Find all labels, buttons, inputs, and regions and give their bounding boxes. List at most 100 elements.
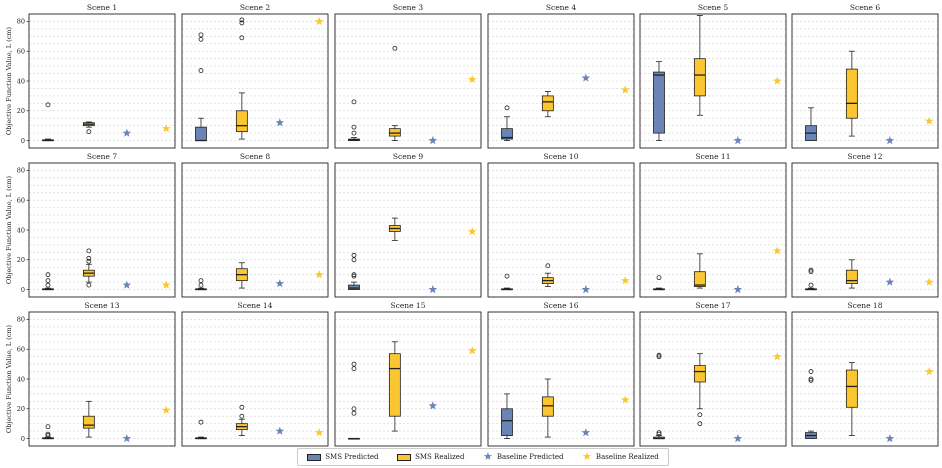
y-axis-label: Objective Function Value, L (cm) [5,175,13,284]
sms-realized-outlier [86,282,92,288]
y-tick-label: 60 [17,346,25,354]
plot-frame [639,311,787,447]
sms-predicted-outlier [808,282,814,288]
sms-predicted-outlier [808,267,814,273]
legend-label-baseline-predicted: Baseline Predicted [496,453,564,461]
sms-predicted-box [348,284,360,290]
sms-predicted-outlier [351,272,357,278]
panel-title: Scene 7 [87,152,117,161]
sms-predicted-box [501,128,513,140]
panel-title: Scene 18 [848,301,883,310]
plot-frame [487,311,635,447]
sms-realized-outlier [86,129,92,135]
sms-realized-box [845,269,858,285]
y-tick-label: 20 [17,256,25,264]
sms-predicted-outlier [198,278,204,284]
y-tick-label: 60 [17,48,25,56]
baseline-realized-star [161,280,171,289]
legend: SMS Predicted SMS Realized ★ Baseline Pr… [297,448,669,466]
plot-frame [487,13,635,149]
legend-label-sms-predicted: SMS Predicted [325,453,379,461]
sms-predicted-outlier [656,431,662,437]
sms-realized-outlier [239,35,245,41]
sms-predicted-outlier [351,410,357,416]
baseline-realized-star [314,16,324,26]
baseline-predicted-star [122,128,132,137]
baseline-predicted-star [885,136,895,145]
baseline-realized-star [314,428,324,437]
sms-predicted-outlier [198,282,204,288]
baseline-predicted-star [885,277,895,286]
sms-predicted-outlier [198,36,204,42]
sms-predicted-outlier [45,282,51,288]
baseline-realized-star [924,277,934,286]
plot-frame [334,162,482,298]
sms-realized-outlier [239,413,245,419]
panel-title: Scene 17 [696,301,731,310]
y-tick-label: 80 [17,316,25,324]
baseline-predicted-star [275,279,285,288]
sms-predicted-outlier [45,431,51,437]
sms-predicted-outlier [808,269,814,275]
sms-predicted-outlier [45,272,51,278]
sms-predicted-outlier [198,419,204,425]
sms-predicted-outlier [808,376,814,382]
sms-predicted-outlier [656,352,662,358]
sms-predicted-outlier [45,278,51,284]
sms-predicted-outlier [351,257,357,263]
plot-frame [639,13,787,149]
sms-realized-box [82,415,95,429]
baseline-realized-star [620,85,630,94]
sms-predicted-outlier [656,354,662,360]
sms-realized-outlier [239,17,245,23]
y-axis-label: Objective Function Value, L (cm) [5,324,13,433]
sms-predicted-outlier [808,369,814,374]
sms-predicted-outlier [45,433,51,438]
baseline-realized-star [620,276,630,285]
baseline-realized-star [467,226,477,236]
plot-frame [181,13,329,149]
baseline-realized-star [161,124,171,133]
sms-predicted-outlier [351,366,357,371]
baseline-predicted-star [733,285,743,294]
sms-predicted-outlier [198,68,204,73]
y-tick-label: 60 [17,197,25,205]
y-tick-label: 0 [21,137,25,145]
baseline-predicted-star [275,426,285,435]
baseline-realized-star [467,346,477,355]
baseline-predicted-star [122,434,132,443]
sms-predicted-outlier [45,102,51,108]
baseline-predicted-star [885,434,895,443]
baseline-predicted-star [733,136,743,145]
star-icon: ★ [582,450,592,463]
sms-realized-outlier [545,263,551,269]
sms-predicted-outlier [504,105,510,111]
plot-frame [791,13,939,149]
plot-frame [334,13,482,149]
sms-realized-outlier [697,421,703,427]
plot-frame [791,162,939,298]
panel-title: Scene 6 [850,3,880,12]
sms-realized-outlier [239,20,245,26]
legend-item-sms-predicted: SMS Predicted [307,453,379,461]
legend-item-baseline-predicted: ★ Baseline Predicted [482,450,564,463]
panel-title: Scene 11 [696,152,731,161]
legend-item-baseline-realized: ★ Baseline Realized [582,450,659,463]
legend-swatch-sms-realized [397,453,412,461]
baseline-predicted-star [428,285,438,294]
sms-realized-box [845,369,858,408]
sms-realized-outlier [86,248,92,254]
sms-predicted-box [195,126,207,141]
sms-realized-outlier [86,258,92,264]
baseline-realized-star [772,76,782,85]
y-tick-label: 20 [17,405,25,413]
sms-realized-outlier [239,404,245,410]
panel-title: Scene 4 [546,3,576,12]
sms-predicted-outlier [351,361,357,367]
y-tick-label: 20 [17,107,25,115]
sms-predicted-outlier [351,130,357,136]
star-icon: ★ [482,450,493,463]
panel-title: Scene 9 [393,152,423,161]
sms-realized-box [693,271,706,287]
